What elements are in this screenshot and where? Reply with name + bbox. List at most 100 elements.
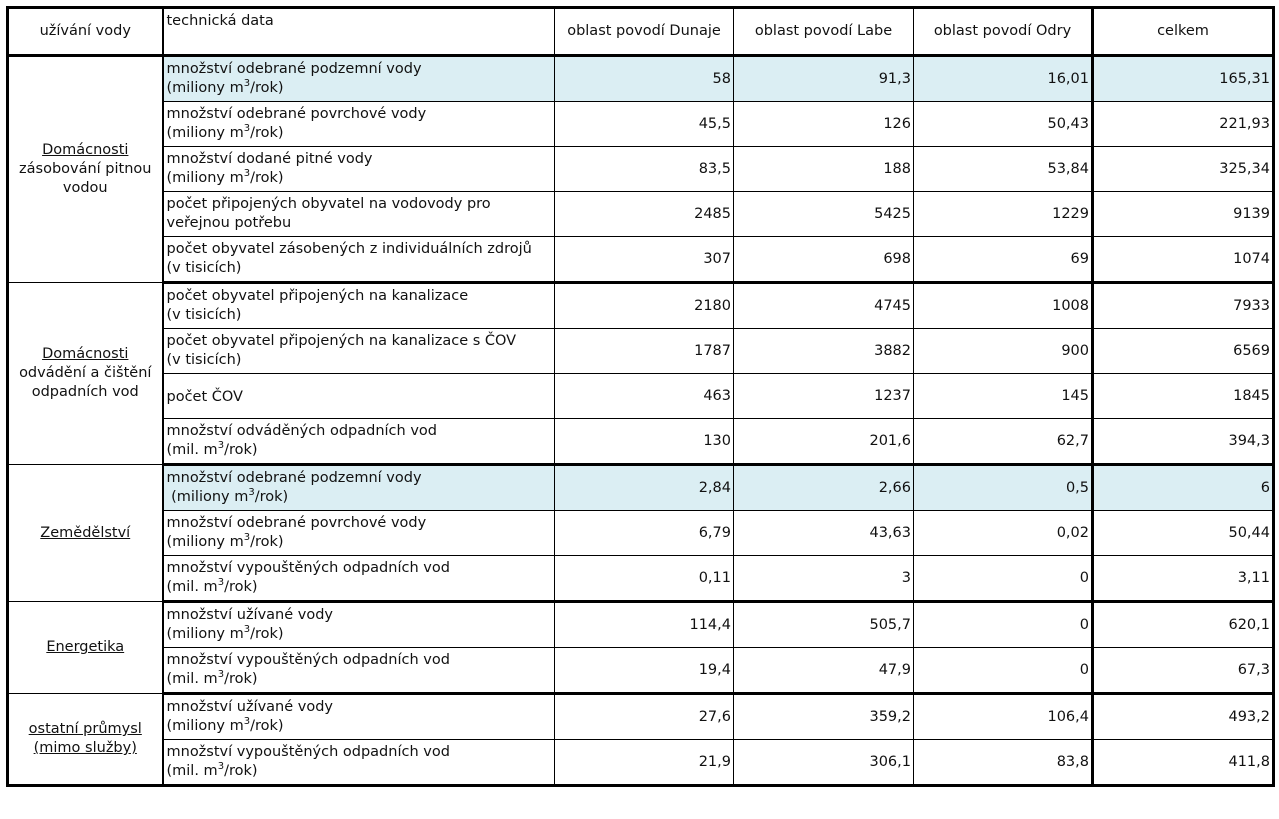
elbe-value: 1237 xyxy=(733,373,914,419)
technical-data-label-continued: (v tisicích) xyxy=(166,307,242,323)
unit-prefix: (mil. m xyxy=(166,671,218,687)
technical-data-unit: (miliony m3/rok) xyxy=(167,625,552,644)
unit-superscript: 3 xyxy=(217,440,225,451)
danube-value: 83,5 xyxy=(554,146,734,192)
table-row: množství vypouštěných odpadních vod (mil.… xyxy=(8,647,1274,695)
unit-prefix: (mil. m xyxy=(166,579,218,595)
unit-suffix: /rok) xyxy=(250,80,284,96)
usage-category-name: Domácnosti xyxy=(42,142,129,158)
technical-data-label: množství odváděných odpadních vod xyxy=(166,423,437,439)
danube-value: 307 xyxy=(554,236,734,284)
danube-value: 463 xyxy=(554,373,734,419)
technical-data-cell: množství užívané vody (miliony m3/rok) xyxy=(162,601,555,648)
total-value: 325,34 xyxy=(1092,146,1274,192)
elbe-value: 91,3 xyxy=(733,55,914,102)
unit-suffix: /rok) xyxy=(250,626,284,642)
danube-value: 27,6 xyxy=(554,693,734,740)
danube-value: 2,84 xyxy=(554,464,734,511)
usage-category-cell: ostatní průmysl (mimo služby) xyxy=(7,693,164,786)
technical-data-label: počet obyvatel připojených na kanalizace xyxy=(166,288,469,304)
oder-value: 106,4 xyxy=(913,693,1094,740)
technical-data-label: množství odebrané podzemní vody xyxy=(166,61,422,77)
table-body: užívání vody technická data oblast povod… xyxy=(7,7,1274,787)
technical-data-unit: (miliony m3/rok) xyxy=(167,79,552,98)
unit-suffix: /rok) xyxy=(224,579,258,595)
total-value: 3,11 xyxy=(1092,555,1274,603)
table-header-row: užívání vody technická data oblast povod… xyxy=(7,7,1274,57)
oder-value: 62,7 xyxy=(913,418,1094,466)
table-row: množství vypouštěných odpadních vod (mil.… xyxy=(8,739,1274,787)
table-row: množství vypouštěných odpadních vod (mil.… xyxy=(8,555,1274,603)
table-row: Domácnosti zásobování pitnou vodou množstv… xyxy=(7,55,1274,283)
unit-superscript: 3 xyxy=(243,168,251,179)
danube-value: 114,4 xyxy=(554,601,734,648)
technical-data-unit: (mil. m3/rok) xyxy=(167,578,552,597)
elbe-value: 306,1 xyxy=(733,739,914,787)
elbe-value: 698 xyxy=(733,236,914,284)
usage-category-cell: Zemědělství xyxy=(7,464,164,602)
header-water-use: užívání vody xyxy=(7,7,164,57)
header-oder-basin: oblast povodí Odry xyxy=(913,7,1094,57)
table-row: počet ČOV 463 1237 145 1845 xyxy=(8,373,1274,419)
technical-data-cell: množství vypouštěných odpadních vod (mil.… xyxy=(162,739,555,787)
unit-suffix: /rok) xyxy=(254,489,289,505)
elbe-value: 126 xyxy=(733,101,914,147)
table-row: počet připojených obyvatel na vodovody p… xyxy=(8,191,1274,237)
elbe-value: 201,6 xyxy=(733,418,914,466)
table-row: Domácnosti odvádění a čištění odpadních v… xyxy=(7,282,1274,465)
technical-data-cell: množství odebrané povrchové vody (miliony… xyxy=(162,510,555,556)
technical-data-label: množství užívané vody xyxy=(166,699,334,715)
technical-data-cell: množství vypouštěných odpadních vod (mil.… xyxy=(162,647,555,695)
technical-data-label: množství dodané pitné vody xyxy=(166,151,373,167)
total-value: 411,8 xyxy=(1092,739,1274,787)
unit-prefix: (miliony m xyxy=(166,534,244,550)
oder-value: 69 xyxy=(913,236,1094,284)
technical-data-label: množství vypouštěných odpadních vod xyxy=(166,744,450,760)
danube-value: 1787 xyxy=(554,328,734,374)
usage-category-subtitle: odvádění a čištění odpadních vod xyxy=(19,365,152,400)
table-row: ostatní průmysl (mimo služby) množství už… xyxy=(7,693,1274,786)
technical-data-cell: množství užívané vody (miliony m3/rok) xyxy=(162,693,555,740)
oder-value: 0 xyxy=(913,555,1094,603)
header-total: celkem xyxy=(1092,7,1274,57)
technical-data-cell: počet ČOV xyxy=(162,373,555,419)
elbe-value: 505,7 xyxy=(733,601,914,648)
unit-prefix: (miliony m xyxy=(166,80,244,96)
unit-prefix: (mil. m xyxy=(166,442,218,458)
technical-data-unit: (mil. m3/rok) xyxy=(167,670,552,689)
technical-data-label-continued: veřejnou potřebu xyxy=(166,215,292,231)
table-row: Energetika množství užívané vody (miliony … xyxy=(7,601,1274,694)
danube-value: 2485 xyxy=(554,191,734,237)
table-row: počet obyvatel připojených na kanalizace… xyxy=(8,328,1274,374)
table-row: množství odebrané povrchové vody (miliony… xyxy=(8,101,1274,147)
technical-data-cell: množství dodané pitné vody (miliony m3/ro… xyxy=(162,146,555,192)
technical-data-unit: (mil. m3/rok) xyxy=(167,762,552,781)
elbe-value: 3 xyxy=(733,555,914,603)
oder-value: 0 xyxy=(913,647,1094,695)
technical-data-cell: počet připojených obyvatel na vodovody p… xyxy=(162,191,555,237)
unit-suffix: /rok) xyxy=(250,534,284,550)
unit-prefix: (miliony m xyxy=(166,626,244,642)
table-row: množství odebrané povrchové vody (miliony… xyxy=(8,510,1274,556)
technical-data-label: množství odebrané podzemní vody xyxy=(166,470,422,486)
oder-value: 83,8 xyxy=(913,739,1094,787)
elbe-value: 43,63 xyxy=(733,510,914,556)
technical-data-label-continued: (v tisicích) xyxy=(166,260,242,276)
usage-category-cell: Domácnosti odvádění a čištění odpadních v… xyxy=(7,282,164,465)
unit-prefix: (miliony m xyxy=(166,125,244,141)
oder-value: 0 xyxy=(913,601,1094,648)
unit-superscript: 3 xyxy=(243,123,251,134)
usage-category-name: Zemědělství xyxy=(40,524,131,541)
unit-suffix: /rok) xyxy=(250,125,284,141)
unit-prefix: (miliony m xyxy=(166,170,244,186)
technical-data-label: počet ČOV xyxy=(166,389,243,405)
elbe-value: 3882 xyxy=(733,328,914,374)
technical-data-cell: množství odebrané povrchové vody (miliony… xyxy=(162,101,555,147)
unit-prefix: (miliony m xyxy=(166,718,244,734)
total-value: 620,1 xyxy=(1092,601,1274,648)
total-value: 67,3 xyxy=(1092,647,1274,695)
technical-data-unit: (miliony m3/rok) xyxy=(167,533,552,552)
oder-value: 900 xyxy=(913,328,1094,374)
technical-data-cell: počet obyvatel zásobených z individuální… xyxy=(162,236,555,284)
elbe-value: 47,9 xyxy=(733,647,914,695)
